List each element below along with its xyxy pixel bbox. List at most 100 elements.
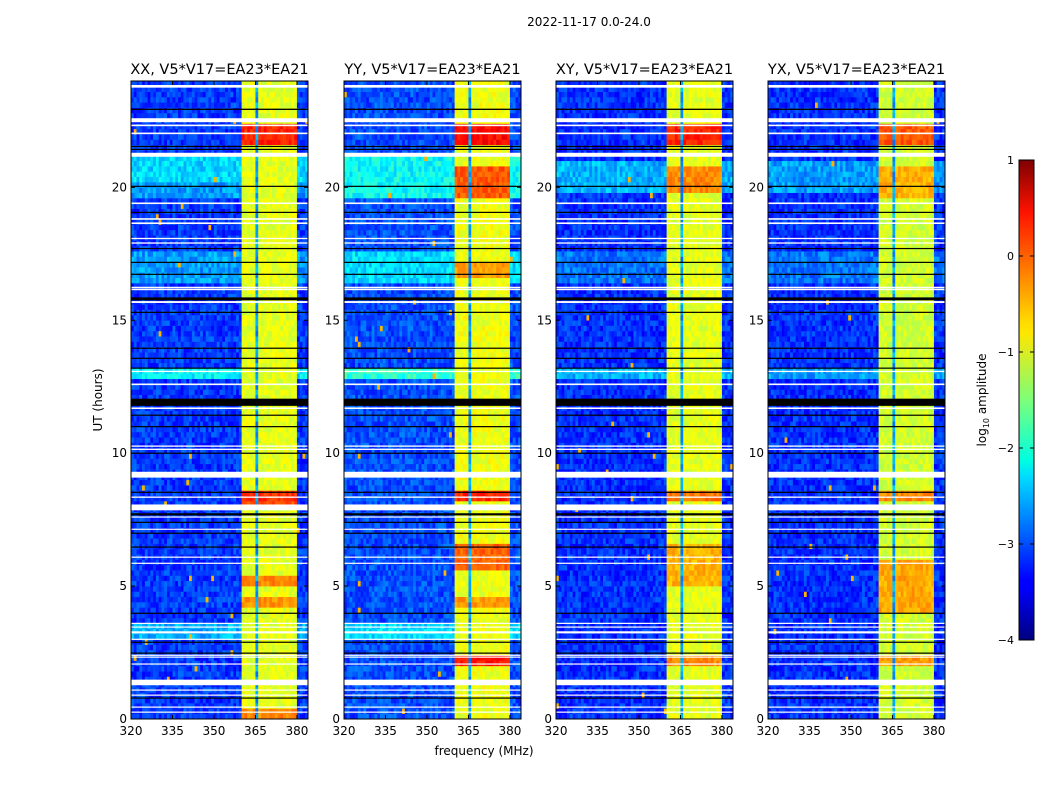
heatmap-cell	[216, 346, 220, 353]
heatmap-cell	[216, 617, 220, 624]
heatmap-cell	[186, 665, 190, 672]
heatmap-cell	[241, 713, 245, 720]
heatmap-cell	[213, 633, 218, 640]
heatmap-cell	[175, 602, 179, 608]
heatmap-cell	[139, 415, 143, 422]
heatmap-cell	[205, 447, 209, 454]
heatmap-cell	[227, 591, 231, 598]
heatmap-cell	[142, 421, 146, 427]
heatmap-cell	[274, 527, 278, 534]
heatmap-cell	[266, 713, 270, 720]
heatmap-cell	[272, 602, 276, 608]
heatmap-cell	[169, 341, 173, 348]
heatmap-cell	[227, 453, 231, 459]
heatmap-cell	[302, 437, 306, 443]
heatmap-cell	[153, 559, 157, 566]
heatmap-cell	[166, 458, 171, 465]
heatmap-cell	[247, 490, 251, 496]
heatmap-cell	[247, 708, 251, 714]
heatmap-cell	[222, 346, 226, 353]
heatmap-cell	[213, 378, 218, 385]
heatmap-cell	[263, 697, 267, 704]
heatmap-cell	[205, 336, 209, 342]
heatmap-cell	[225, 612, 229, 619]
heatmap-cell	[197, 580, 201, 587]
heatmap-cell	[294, 602, 298, 608]
heatmap-cell	[225, 607, 229, 613]
heatmap-cell	[283, 490, 287, 496]
heatmap-cell	[142, 314, 146, 321]
heatmap-cell	[139, 538, 143, 544]
heatmap-cell	[233, 320, 237, 326]
heatmap-cell	[272, 575, 276, 582]
heatmap-cell	[147, 665, 151, 672]
heatmap-cell	[285, 378, 289, 385]
heatmap-cell	[172, 314, 176, 321]
heatmap-cell	[200, 346, 204, 353]
heatmap-cell	[166, 538, 171, 544]
heatmap-cell	[272, 633, 276, 640]
heatmap-cell	[147, 612, 151, 619]
heatmap-cell	[150, 527, 154, 534]
heatmap-cell	[283, 612, 287, 619]
heatmap-cell	[305, 426, 309, 433]
heatmap-cell	[230, 463, 234, 470]
heatmap-cell	[131, 426, 135, 433]
heatmap-cell	[164, 612, 168, 619]
heatmap-cell	[180, 330, 184, 337]
heatmap-cell	[180, 660, 184, 667]
heatmap-cell	[225, 394, 229, 401]
heatmap-cell	[249, 453, 253, 459]
heatmap-cell	[244, 479, 248, 486]
heatmap-cell	[202, 644, 206, 651]
heatmap-cell	[142, 660, 146, 667]
heatmap-cell	[208, 479, 212, 486]
heatmap-cell	[296, 548, 301, 555]
heatmap-cell	[136, 602, 140, 608]
heatmap-cell	[244, 304, 248, 310]
heatmap-cell	[186, 708, 190, 714]
heatmap-cell	[147, 527, 151, 534]
heatmap-cell	[178, 660, 182, 667]
heatmap-cell	[155, 655, 159, 661]
heatmap-cell	[164, 575, 168, 582]
heatmap-cell	[208, 453, 212, 459]
heatmap-cell	[183, 346, 187, 353]
heatmap-cell	[230, 495, 234, 502]
heatmap-cell	[255, 426, 259, 433]
heatmap-cell	[155, 501, 159, 507]
heatmap-cell	[227, 644, 231, 651]
heatmap-cell	[172, 394, 176, 401]
heatmap-cell	[178, 426, 182, 433]
heatmap-cell	[205, 703, 209, 709]
heatmap-cell	[150, 352, 154, 358]
heatmap-cell	[164, 394, 168, 401]
heatmap-cell	[299, 426, 303, 433]
heatmap-cell	[155, 463, 159, 470]
heatmap-cell	[189, 357, 193, 364]
heatmap-cell	[249, 660, 253, 667]
heatmap-cell	[296, 580, 301, 587]
heatmap-cell	[208, 559, 212, 566]
heatmap-cell	[208, 703, 212, 709]
heatmap-cell	[274, 591, 278, 598]
heatmap-cell	[205, 362, 209, 369]
heatmap-cell	[285, 490, 289, 496]
heatmap-cell	[280, 713, 284, 720]
heatmap-cell	[230, 633, 234, 640]
heatmap-cell	[244, 607, 248, 613]
heatmap-cell	[153, 671, 157, 677]
heatmap-cell	[183, 612, 187, 619]
heatmap-cell	[258, 501, 262, 507]
heatmap-cell	[227, 352, 231, 358]
heatmap-cell	[249, 559, 253, 566]
heatmap-cell	[296, 330, 301, 337]
heatmap-cell	[288, 320, 292, 326]
heatmap-cell	[258, 596, 262, 603]
heatmap-cell	[285, 485, 289, 491]
heatmap-cell	[296, 341, 301, 348]
heatmap-cell	[255, 453, 259, 459]
heatmap-cell	[252, 346, 256, 353]
heatmap-cell	[216, 320, 220, 326]
heatmap-cell	[211, 596, 215, 603]
